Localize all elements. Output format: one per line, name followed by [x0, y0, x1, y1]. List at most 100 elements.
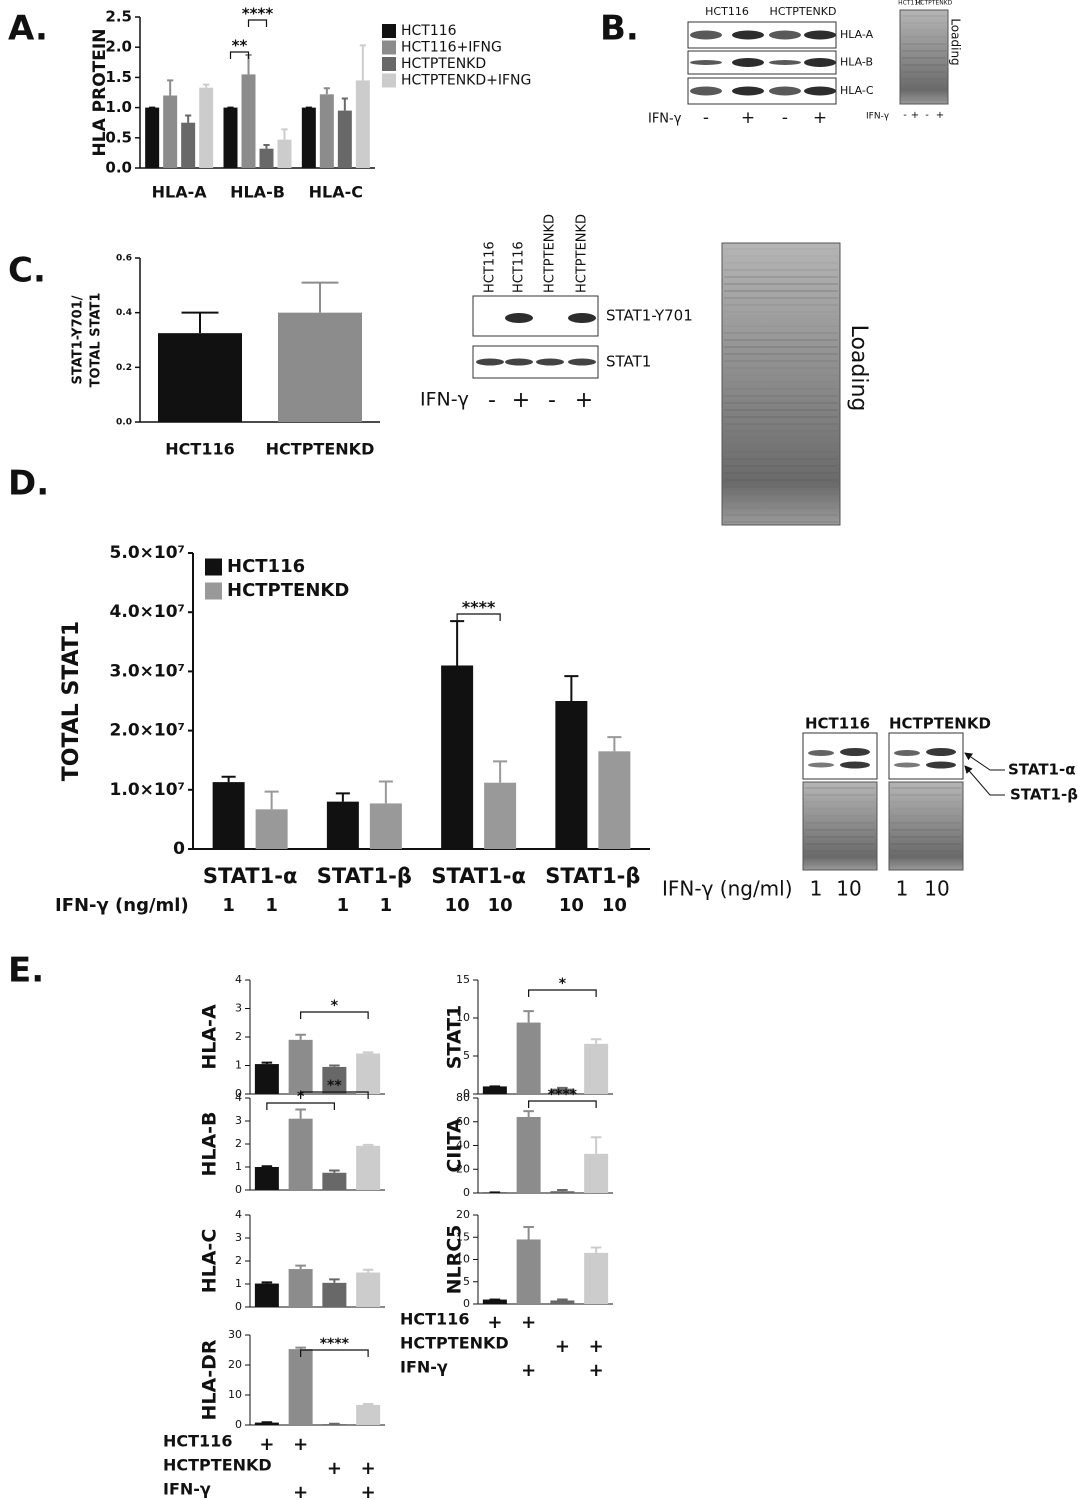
lane-sign: +	[512, 388, 530, 413]
dose-value: 10	[488, 895, 513, 916]
error-bar	[185, 114, 192, 123]
condition-label: HCTPTENKD	[400, 1334, 509, 1353]
y-tick-label: 1	[235, 1277, 242, 1290]
error-bar	[450, 620, 465, 666]
y-tick-label: 0	[235, 1183, 242, 1196]
x-tick-label: HLA-A	[152, 183, 208, 202]
x-tick-label: STAT1-α	[431, 864, 526, 888]
legend-swatch	[382, 73, 396, 88]
y-tick-label: 0.4	[116, 308, 132, 318]
error-bar	[261, 1165, 273, 1168]
bar	[145, 107, 160, 168]
y-tick-label: 0	[235, 1418, 242, 1431]
y-tick-label: 5	[463, 1275, 470, 1288]
lane-label: HCTPTENKD	[543, 214, 558, 293]
error-bar	[295, 1346, 306, 1350]
blot-band	[894, 762, 920, 768]
y-tick-label: 0.2	[116, 363, 132, 373]
significance-bracket	[300, 1349, 369, 1357]
y-axis-label: CIITA	[444, 1118, 466, 1173]
lane-sign: -	[703, 108, 709, 128]
y-tick-label: 0.6	[116, 254, 132, 264]
bar	[241, 74, 256, 168]
bar	[254, 1064, 279, 1094]
error-bar	[557, 1298, 568, 1301]
y-axis-label: TOTAL STAT1	[89, 293, 104, 388]
lane-label: HCT116	[512, 241, 527, 293]
condition-label: HCT116	[163, 1432, 232, 1451]
mini-lane-sign: +	[911, 110, 919, 121]
y-axis-label: STAT1	[444, 1005, 466, 1070]
error-bar	[263, 144, 270, 149]
significance-label: ****	[462, 598, 496, 617]
legend-swatch	[205, 582, 222, 600]
lane-label: HCT116	[483, 241, 498, 293]
error-bar	[557, 1086, 568, 1089]
significance-label: *	[331, 998, 339, 1014]
panel-label: B.	[600, 9, 639, 49]
significance-bracket	[300, 1011, 369, 1019]
dose-value: 10	[445, 895, 470, 916]
bar	[369, 803, 402, 849]
mini-group-label: HCTPTENKD	[916, 0, 953, 7]
y-axis-label: NLRC5	[444, 1225, 466, 1295]
x-tick-label: HLA-C	[309, 183, 363, 202]
error-bar	[362, 1051, 374, 1054]
treatment-label: IFN-γ (ng/ml)	[662, 877, 793, 901]
y-tick-label: 4	[235, 1208, 242, 1221]
error-bar	[261, 1281, 273, 1284]
y-tick-label: 60	[456, 1115, 470, 1128]
y-tick-label: 20	[228, 1358, 242, 1371]
significance-bracket	[456, 613, 501, 621]
blot-band	[926, 761, 956, 769]
blot-band	[769, 60, 801, 65]
mini-lane-sign: -	[925, 110, 929, 121]
legend-swatch	[382, 40, 396, 55]
error-bar	[362, 1268, 374, 1273]
bar	[288, 1269, 313, 1307]
blot-group-label: HCT116	[705, 5, 749, 18]
panel-label: D.	[8, 464, 49, 504]
error-bar	[557, 1189, 568, 1192]
bar	[355, 80, 370, 168]
y-tick-label: 0	[235, 1300, 242, 1313]
y-tick-label: 15	[456, 973, 470, 986]
blot-band-label: STAT1	[606, 353, 651, 371]
significance-label: ****	[242, 5, 274, 23]
legend-swatch	[382, 24, 396, 38]
treatment-label: IFN-γ	[420, 389, 469, 411]
blot-group-label: HCT116	[805, 715, 870, 733]
dose-value: 1	[896, 877, 909, 901]
y-tick-label: 2.0×10⁷	[110, 721, 185, 741]
lane-sign: -	[488, 388, 496, 413]
bar	[259, 148, 274, 168]
bar	[598, 751, 631, 849]
blot-band	[568, 313, 596, 323]
bar	[278, 312, 362, 422]
y-axis-label: HLA-A	[199, 1004, 221, 1070]
significance-bracket	[300, 1091, 369, 1099]
error-bar	[590, 1136, 602, 1154]
blot-arrow	[964, 765, 1005, 796]
bar	[584, 1153, 609, 1193]
blot-band	[840, 761, 870, 769]
blot-band	[732, 86, 764, 96]
panel-label: C.	[8, 251, 46, 291]
dose-value: 1	[810, 877, 823, 901]
error-bar	[329, 1064, 340, 1067]
lane-sign: +	[813, 108, 827, 128]
legend-label: HCT116+IFNG	[401, 40, 502, 56]
dose-value: 10	[924, 877, 949, 901]
bar	[158, 333, 242, 422]
y-axis-label: HLA PROTEIN	[90, 29, 110, 157]
error-bar	[221, 775, 236, 783]
y-tick-label: 0.5	[105, 128, 132, 146]
significance-bracket	[266, 1102, 335, 1110]
condition-mark: +	[589, 1360, 604, 1381]
condition-mark: +	[327, 1458, 342, 1479]
bar	[356, 1404, 381, 1425]
error-bar	[167, 79, 174, 96]
blot-band	[808, 750, 834, 756]
error-bar	[203, 83, 210, 88]
bar	[277, 139, 292, 168]
